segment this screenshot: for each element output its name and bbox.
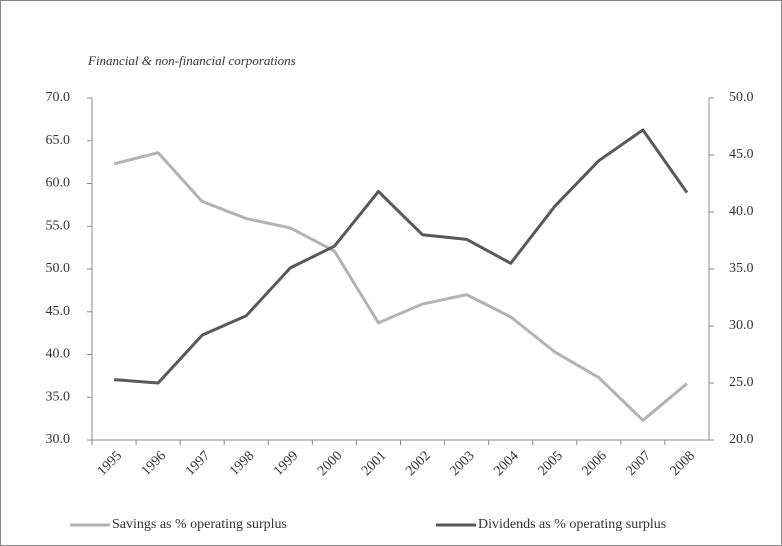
x-tick-label: 1999 (271, 448, 301, 478)
y-tick-label: 55.0 (46, 218, 71, 233)
x-tick-label: 2006 (580, 448, 610, 478)
y2-tick-label: 35.0 (729, 261, 754, 276)
x-tick-label: 2008 (668, 448, 698, 478)
x-tick-label: 1998 (227, 448, 257, 478)
x-tick-label: 2007 (624, 448, 654, 478)
x-tick-label: 2002 (403, 448, 433, 478)
y2-tick-label: 25.0 (729, 375, 754, 390)
x-tick-label: 2000 (315, 448, 345, 478)
series-line (113, 151, 688, 422)
y2-tick-label: 45.0 (729, 147, 754, 162)
y-tick-label: 35.0 (46, 389, 71, 404)
chart-subtitle: Financial & non-financial corporations (87, 53, 296, 68)
x-tick-label: 2003 (447, 448, 477, 478)
y-tick-label: 50.0 (46, 261, 71, 276)
series-line (113, 128, 689, 385)
y-tick-label: 65.0 (46, 133, 71, 148)
x-tick-label: 2004 (491, 448, 521, 478)
legend-label: Dividends as % operating surplus (478, 517, 666, 532)
x-tick-label: 1996 (139, 448, 169, 478)
x-tick-label: 2001 (359, 448, 389, 478)
x-tick-label: 2005 (535, 448, 565, 478)
y2-tick-label: 30.0 (729, 318, 754, 333)
y-tick-label: 70.0 (46, 90, 71, 105)
y2-tick-label: 40.0 (729, 204, 754, 219)
y-tick-label: 45.0 (46, 304, 71, 319)
y-tick-label: 30.0 (46, 432, 71, 447)
y2-tick-label: 50.0 (729, 90, 754, 105)
x-tick-label: 1997 (183, 448, 213, 478)
y-tick-label: 60.0 (46, 176, 71, 191)
y-tick-label: 40.0 (46, 347, 71, 362)
y2-tick-label: 20.0 (729, 432, 754, 447)
legend-label: Savings as % operating surplus (112, 517, 287, 532)
x-tick-label: 1995 (95, 448, 125, 478)
